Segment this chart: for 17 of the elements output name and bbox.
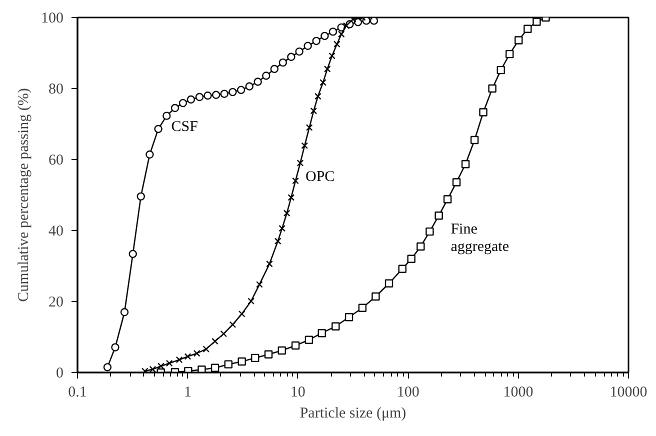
y-tick-label: 20 — [48, 294, 64, 310]
x-tick-label: 10 — [290, 384, 306, 400]
x-tick-label: 10000 — [610, 384, 648, 400]
x-tick-label: 100 — [396, 384, 420, 400]
y-tick-label: 0 — [56, 366, 64, 382]
y-axis-title: Cumulative percentage passing (%) — [16, 88, 32, 302]
y-tick-label: 80 — [48, 82, 64, 98]
x-axis-title: Particle size (μm) — [300, 406, 406, 422]
y-tick-label: 100 — [41, 10, 64, 26]
y-tick-label: 40 — [48, 224, 64, 240]
series-label: Fine aggregate — [450, 222, 510, 256]
series-label: CSF — [171, 118, 198, 135]
x-tick-label: 0.1 — [68, 384, 87, 400]
series-label: OPC — [305, 168, 335, 185]
x-tick-label: 1000 — [503, 384, 534, 400]
y-tick-label: 60 — [48, 152, 64, 168]
x-tick-label: 1 — [184, 384, 192, 400]
